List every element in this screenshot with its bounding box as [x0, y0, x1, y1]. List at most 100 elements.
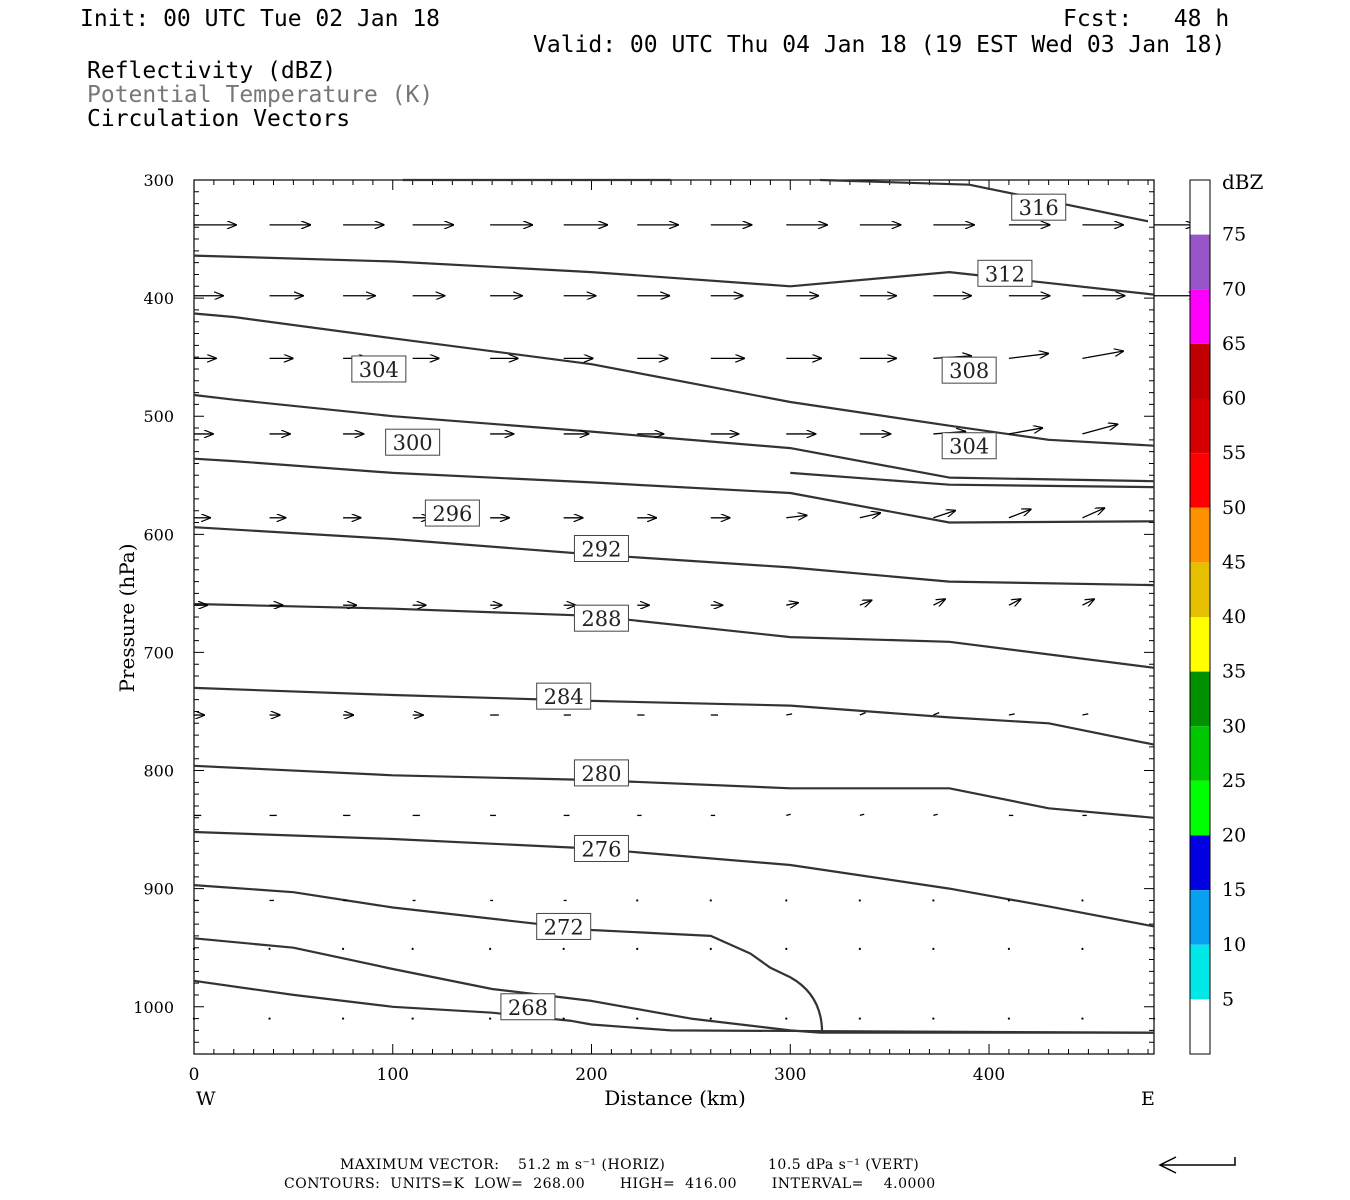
field-potential-temperature: Potential Temperature (K) — [87, 82, 434, 108]
contour-label-box — [573, 604, 629, 632]
contour-line — [193, 686, 1155, 746]
circulation-vector — [1082, 713, 1089, 716]
forecast-hour: Fcst: 48 h — [1063, 6, 1230, 32]
contour-label-box — [573, 534, 629, 562]
contour-label-box — [573, 759, 629, 787]
vector-dot — [636, 1017, 639, 1020]
colorbar-label: 25 — [1222, 770, 1246, 792]
vector-dot — [709, 947, 712, 950]
vector-dot — [1007, 1017, 1011, 1020]
vector-dot — [1152, 947, 1156, 950]
colorbar-bin — [1190, 780, 1210, 836]
vector-dot — [1152, 1017, 1156, 1020]
colorbar-label: 65 — [1222, 333, 1246, 355]
colorbar-bin — [1190, 289, 1210, 344]
circulation-vector — [1082, 351, 1123, 359]
colorbar-label: 75 — [1222, 224, 1246, 246]
colorbar-label: 40 — [1222, 606, 1246, 628]
colorbar-bin — [1190, 180, 1210, 235]
contour-label: 304 — [949, 435, 989, 459]
contour-label: 316 — [1019, 196, 1059, 220]
vector-dot — [268, 1017, 271, 1020]
x-tick-label: 0 — [189, 1065, 200, 1085]
circulation-vector — [933, 712, 940, 716]
contour-label-box — [536, 912, 592, 940]
y-tick-label: 800 — [143, 762, 174, 781]
colorbar-label: 35 — [1222, 661, 1246, 683]
colorbar-bin — [1190, 671, 1210, 727]
circulation-vector — [933, 511, 955, 519]
axis-ticks — [193, 179, 1154, 1055]
vector-dot — [562, 1017, 565, 1020]
colorbar-bin — [1190, 507, 1210, 563]
vector-dot — [709, 1017, 712, 1020]
vector-dot — [636, 899, 639, 902]
contour-line — [789, 976, 824, 1033]
contour-line — [193, 602, 1155, 669]
vector-dot — [489, 947, 492, 950]
colorbar-bin — [1190, 944, 1210, 1000]
colorbar-bin — [1190, 453, 1210, 508]
y-tick-label: 700 — [143, 643, 174, 662]
circulation-vector — [1008, 428, 1042, 435]
circulation-vector — [933, 813, 938, 817]
circulation-vector — [786, 813, 791, 817]
vector-dot — [1007, 947, 1011, 950]
vector-dot — [192, 947, 196, 950]
colorbar-label: 45 — [1222, 551, 1246, 573]
vector-dot — [192, 1017, 196, 1020]
contour-label: 272 — [544, 915, 584, 939]
vector-dot — [932, 899, 935, 902]
circulation-vector — [1008, 354, 1048, 359]
vector-dot — [932, 1017, 935, 1020]
contour-lines — [193, 178, 1155, 1034]
colorbar-label: 55 — [1222, 442, 1246, 464]
circulation-vector — [933, 599, 945, 605]
colorbar-label: 70 — [1222, 278, 1246, 300]
max-vector-vert: 10.5 dPa s⁻¹ (VERT) — [768, 1157, 920, 1173]
y-axis-title: Pressure (hPa) — [115, 544, 139, 693]
circulation-vector — [1082, 424, 1117, 435]
contour-label-box — [941, 432, 997, 460]
circulation-vector — [1008, 599, 1021, 605]
colorbar-label: 30 — [1222, 715, 1246, 737]
colorbar-bin — [1190, 999, 1210, 1054]
circulation-vector — [786, 515, 806, 517]
contour-line — [790, 471, 1155, 489]
y-tick-label: 1000 — [133, 998, 174, 1017]
field-reflectivity: Reflectivity (dBZ) — [87, 58, 337, 84]
vector-dot — [1007, 899, 1011, 902]
circulation-vector — [859, 513, 880, 518]
circulation-vector — [786, 713, 793, 716]
colorbar-label: 5 — [1222, 988, 1234, 1010]
circulation-vector — [1082, 508, 1104, 519]
vector-dot — [411, 1017, 414, 1020]
vector-dot — [858, 899, 861, 902]
contour-label-box — [351, 355, 407, 383]
vector-dot — [268, 947, 271, 950]
colorbar-title: dBZ — [1222, 170, 1264, 194]
circulation-vector — [1082, 599, 1094, 605]
x-axis-title: Distance (km) — [604, 1086, 746, 1110]
contour-label-box — [500, 993, 556, 1021]
contour-line — [193, 830, 1155, 928]
contour-label-box — [424, 499, 480, 527]
colorbar-label: 10 — [1222, 934, 1246, 956]
contour-label-box — [536, 682, 592, 710]
contour-line — [193, 526, 1155, 587]
y-tick-label: 900 — [143, 880, 174, 899]
plot-frame — [193, 179, 1155, 1055]
contour-line — [820, 178, 1149, 223]
circulation-vector — [859, 813, 865, 817]
colorbar: 5 10 15 20 25 30 35 40 45 50 55 60 65 70 75 — [1189, 179, 1246, 1055]
vector-dot — [785, 947, 788, 950]
colorbar-label: 50 — [1222, 497, 1246, 519]
vector-dot — [858, 1017, 861, 1020]
vector-dot — [785, 899, 788, 902]
vector-dot — [489, 1017, 492, 1020]
colorbar-bin — [1190, 343, 1210, 399]
east-label: E — [1141, 1088, 1155, 1110]
contour-labels: 316 312 308 304 304 300 296 292 288 284 280 276 272 2… — [351, 193, 1067, 1021]
colorbar-bin — [1190, 890, 1210, 945]
max-vector-horiz: 51.2 m s⁻¹ (HORIZ) — [518, 1157, 666, 1173]
